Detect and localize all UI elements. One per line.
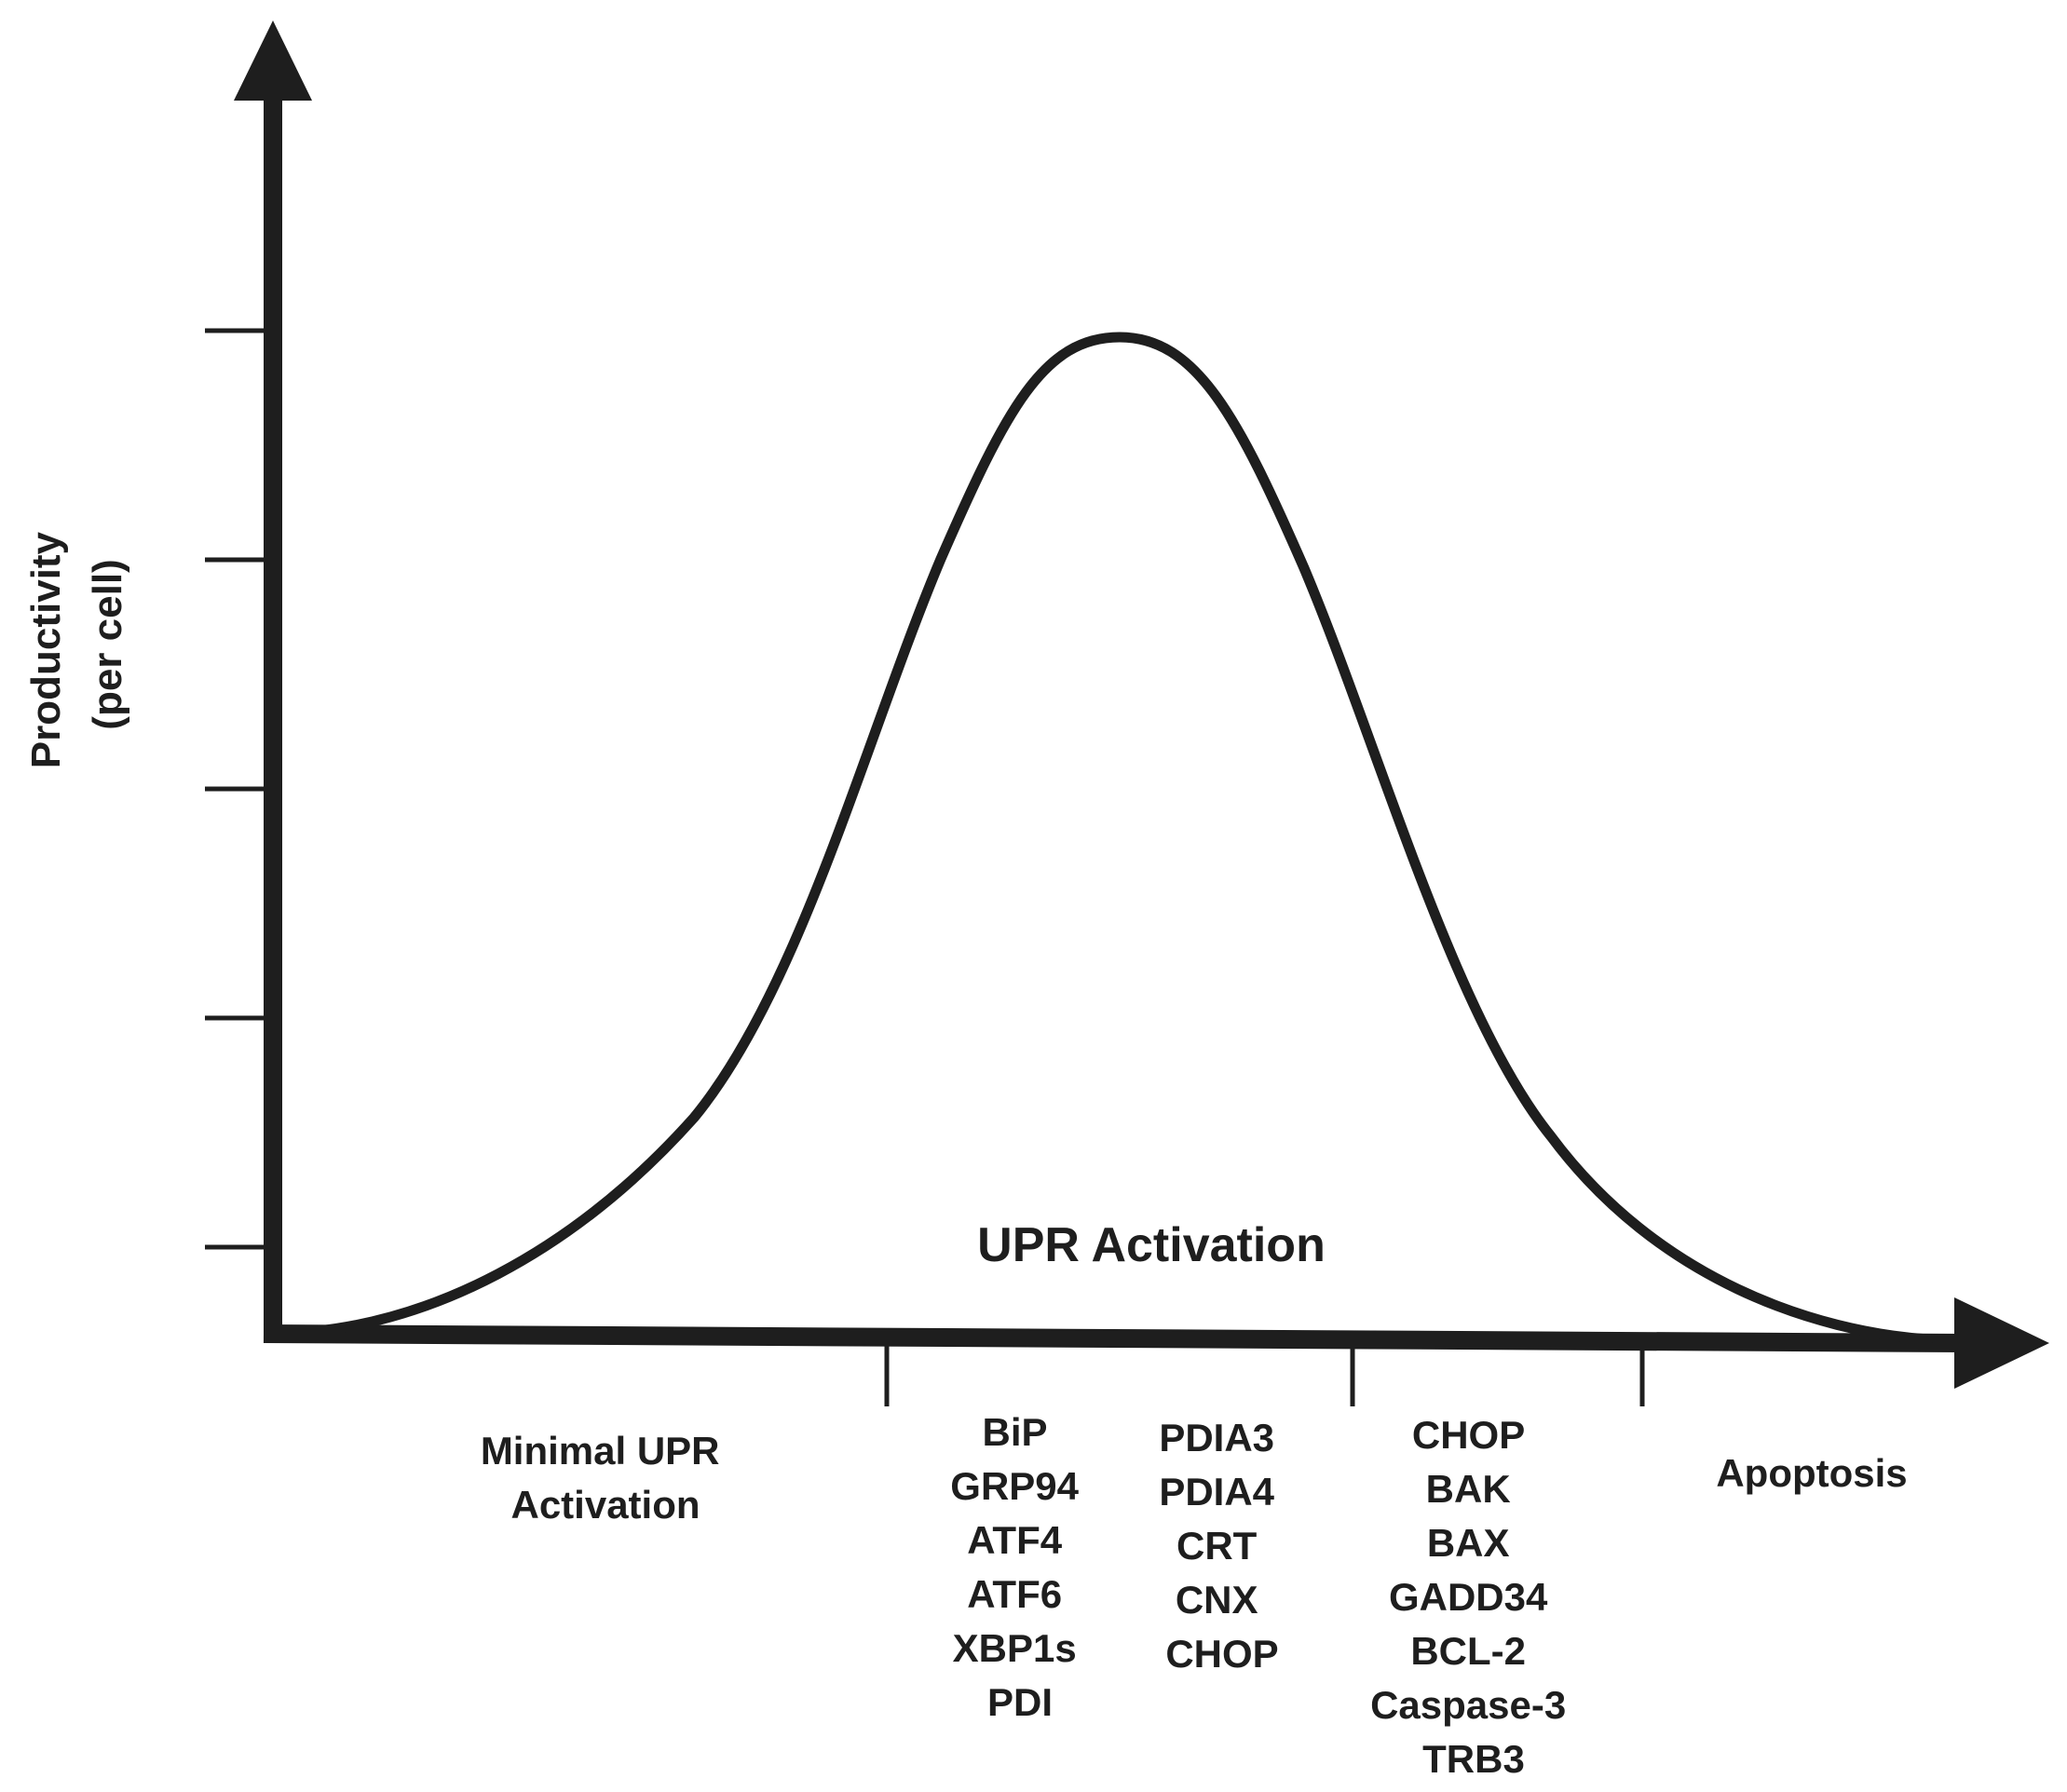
marker-label: CRT	[1176, 1524, 1258, 1568]
marker-label: PDI	[987, 1680, 1053, 1724]
marker-label: BAK	[1426, 1467, 1511, 1511]
region-label-line: Minimal UPR	[481, 1429, 720, 1473]
region-label-minimal: Minimal UPR Activation	[481, 1429, 730, 1527]
x-axis-line	[263, 1324, 1966, 1352]
marker-label: PDIA4	[1159, 1470, 1274, 1514]
region-label-adaptive-2: PDIA3 PDIA4 CRT CNX CHOP	[1159, 1416, 1285, 1676]
region-label-apoptosis: Apoptosis	[1716, 1451, 1907, 1495]
marker-label: CNX	[1176, 1578, 1258, 1622]
marker-label: GADD34	[1389, 1575, 1548, 1619]
region-label-terminal: CHOP BAK BAX GADD34 BCL-2 Caspase-3 TRB3	[1370, 1413, 1577, 1781]
marker-label: Caspase-3	[1370, 1683, 1566, 1727]
marker-label: CHOP	[1412, 1413, 1525, 1457]
x-axis-label: UPR Activation	[977, 1218, 1326, 1272]
marker-label: XBP1s	[953, 1626, 1077, 1670]
marker-label: PDIA3	[1159, 1416, 1274, 1459]
y-axis-label-line: (per cell)	[85, 559, 130, 729]
marker-label: BAX	[1427, 1521, 1510, 1565]
region-label-adaptive-1: BiP GRP94 ATF4 ATF6 XBP1s PDI	[950, 1410, 1089, 1724]
y-axis-arrowhead	[234, 20, 312, 101]
marker-label: GRP94	[950, 1464, 1079, 1508]
region-label-line: Activation	[510, 1483, 700, 1527]
marker-label: BCL-2	[1410, 1629, 1526, 1673]
productivity-curve	[267, 332, 1934, 1345]
marker-label: CHOP	[1165, 1632, 1278, 1676]
marker-label: ATF6	[967, 1572, 1062, 1616]
y-axis-label: Productivity (per cell)	[23, 521, 130, 769]
region-label-line: Apoptosis	[1716, 1451, 1907, 1495]
marker-label: ATF4	[967, 1518, 1063, 1562]
marker-label: TRB3	[1422, 1737, 1525, 1781]
marker-label: BiP	[983, 1410, 1047, 1454]
y-axis-label-line: Productivity	[23, 531, 69, 768]
x-axis-arrowhead	[1954, 1297, 2049, 1389]
